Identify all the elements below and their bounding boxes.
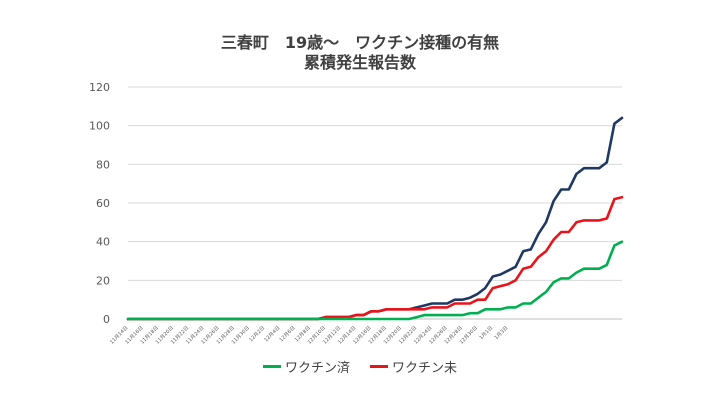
legend-item-vaccinated: ワクチン済 xyxy=(262,357,350,376)
legend-swatch-unvaccinated xyxy=(370,365,388,368)
legend-label-vaccinated: ワクチン済 xyxy=(284,361,350,376)
y-tick-label: 80 xyxy=(96,158,110,171)
y-tick-label: 100 xyxy=(89,120,110,133)
y-tick-label: 40 xyxy=(96,236,110,249)
series-line-vaccinated xyxy=(126,240,624,321)
x-tick-label: 1月3日 xyxy=(494,325,510,341)
legend-item-unvaccinated: ワクチン未 xyxy=(370,357,457,376)
x-tick-label: 1月1日 xyxy=(478,325,494,341)
legend-label-unvaccinated: ワクチン未 xyxy=(392,361,458,376)
legend-swatch-vaccinated xyxy=(262,365,281,368)
chart-title: 三春町 19歳～ ワクチン接種の有無 xyxy=(220,33,500,52)
y-tick-label: 60 xyxy=(96,197,110,210)
legend: ワクチン済 ワクチン未 xyxy=(0,357,720,376)
y-tick-label: 120 xyxy=(89,81,110,94)
chart-subtitle: 累積発生報告数 xyxy=(303,53,416,72)
y-tick-label: 20 xyxy=(96,274,110,287)
y-tick-label: 0 xyxy=(103,313,110,326)
